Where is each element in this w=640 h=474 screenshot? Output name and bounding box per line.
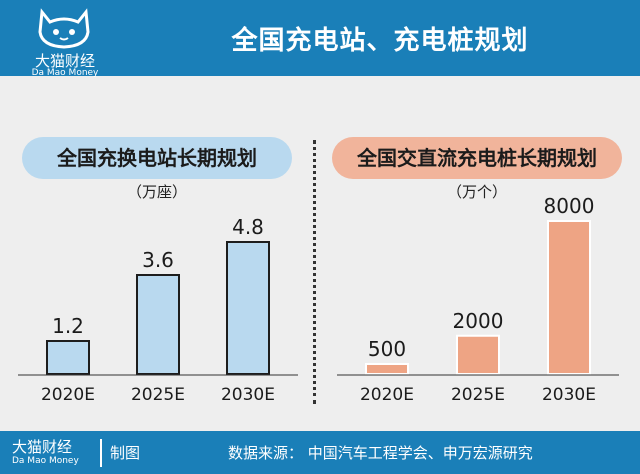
right-value-label-2: 8000 — [544, 194, 595, 218]
left-chart-unit: （万座） — [126, 183, 187, 201]
cat-logo-icon — [38, 8, 90, 49]
footer-credit: 制图 — [110, 444, 141, 462]
right-category-label-1: 2025E — [451, 385, 505, 405]
left-value-label-1: 3.6 — [142, 248, 174, 272]
left-category-label-1: 2025E — [131, 385, 185, 405]
footer-banner: 大猫财经 Da Mao Money 制图 数据来源： 中国汽车工程学会、申万宏源… — [0, 431, 640, 474]
right-category-label-0: 2020E — [360, 385, 414, 405]
left-bar-2 — [226, 241, 270, 375]
panel-divider — [313, 140, 316, 404]
right-bar-0 — [365, 363, 409, 375]
right-category-label-2: 2030E — [542, 385, 596, 405]
right-bar-1 — [456, 334, 500, 375]
left-value-label-2: 4.8 — [232, 215, 264, 239]
left-bar-0 — [46, 340, 90, 375]
right-chart-title: 全国交直流充电桩长期规划 — [332, 137, 622, 179]
charts-canvas: 1.2 2020E 3.6 2025E 4.8 2030E 500 2020E 2000 2025… — [18, 194, 619, 405]
header-banner: 大猫财经 Da Mao Money 全国充电站、充电桩规划 — [0, 0, 640, 78]
right-value-label-1: 2000 — [453, 309, 504, 333]
footer-brand-cn: 大猫财经 — [12, 438, 73, 456]
right-bar-2 — [547, 220, 591, 375]
brand-logo: 大猫财经 Da Mao Money — [10, 6, 130, 78]
footer-brand-en: Da Mao Money — [12, 456, 79, 466]
left-bar-1 — [136, 274, 180, 375]
left-chart-title: 全国充换电站长期规划 — [22, 137, 292, 179]
brand-name-en: Da Mao Money — [31, 68, 99, 78]
right-value-label-0: 500 — [368, 337, 406, 361]
footer-source: 数据来源： 中国汽车工程学会、申万宏源研究 — [228, 444, 533, 462]
left-category-label-0: 2020E — [41, 385, 95, 405]
left-value-label-0: 1.2 — [52, 314, 84, 338]
page-title: 全国充电站、充电桩规划 — [231, 26, 529, 56]
right-chart-unit: （万个） — [446, 183, 507, 201]
left-category-label-2: 2030E — [221, 385, 275, 405]
brand-name-cn: 大猫财经 — [34, 52, 95, 70]
footer-separator — [100, 439, 102, 467]
